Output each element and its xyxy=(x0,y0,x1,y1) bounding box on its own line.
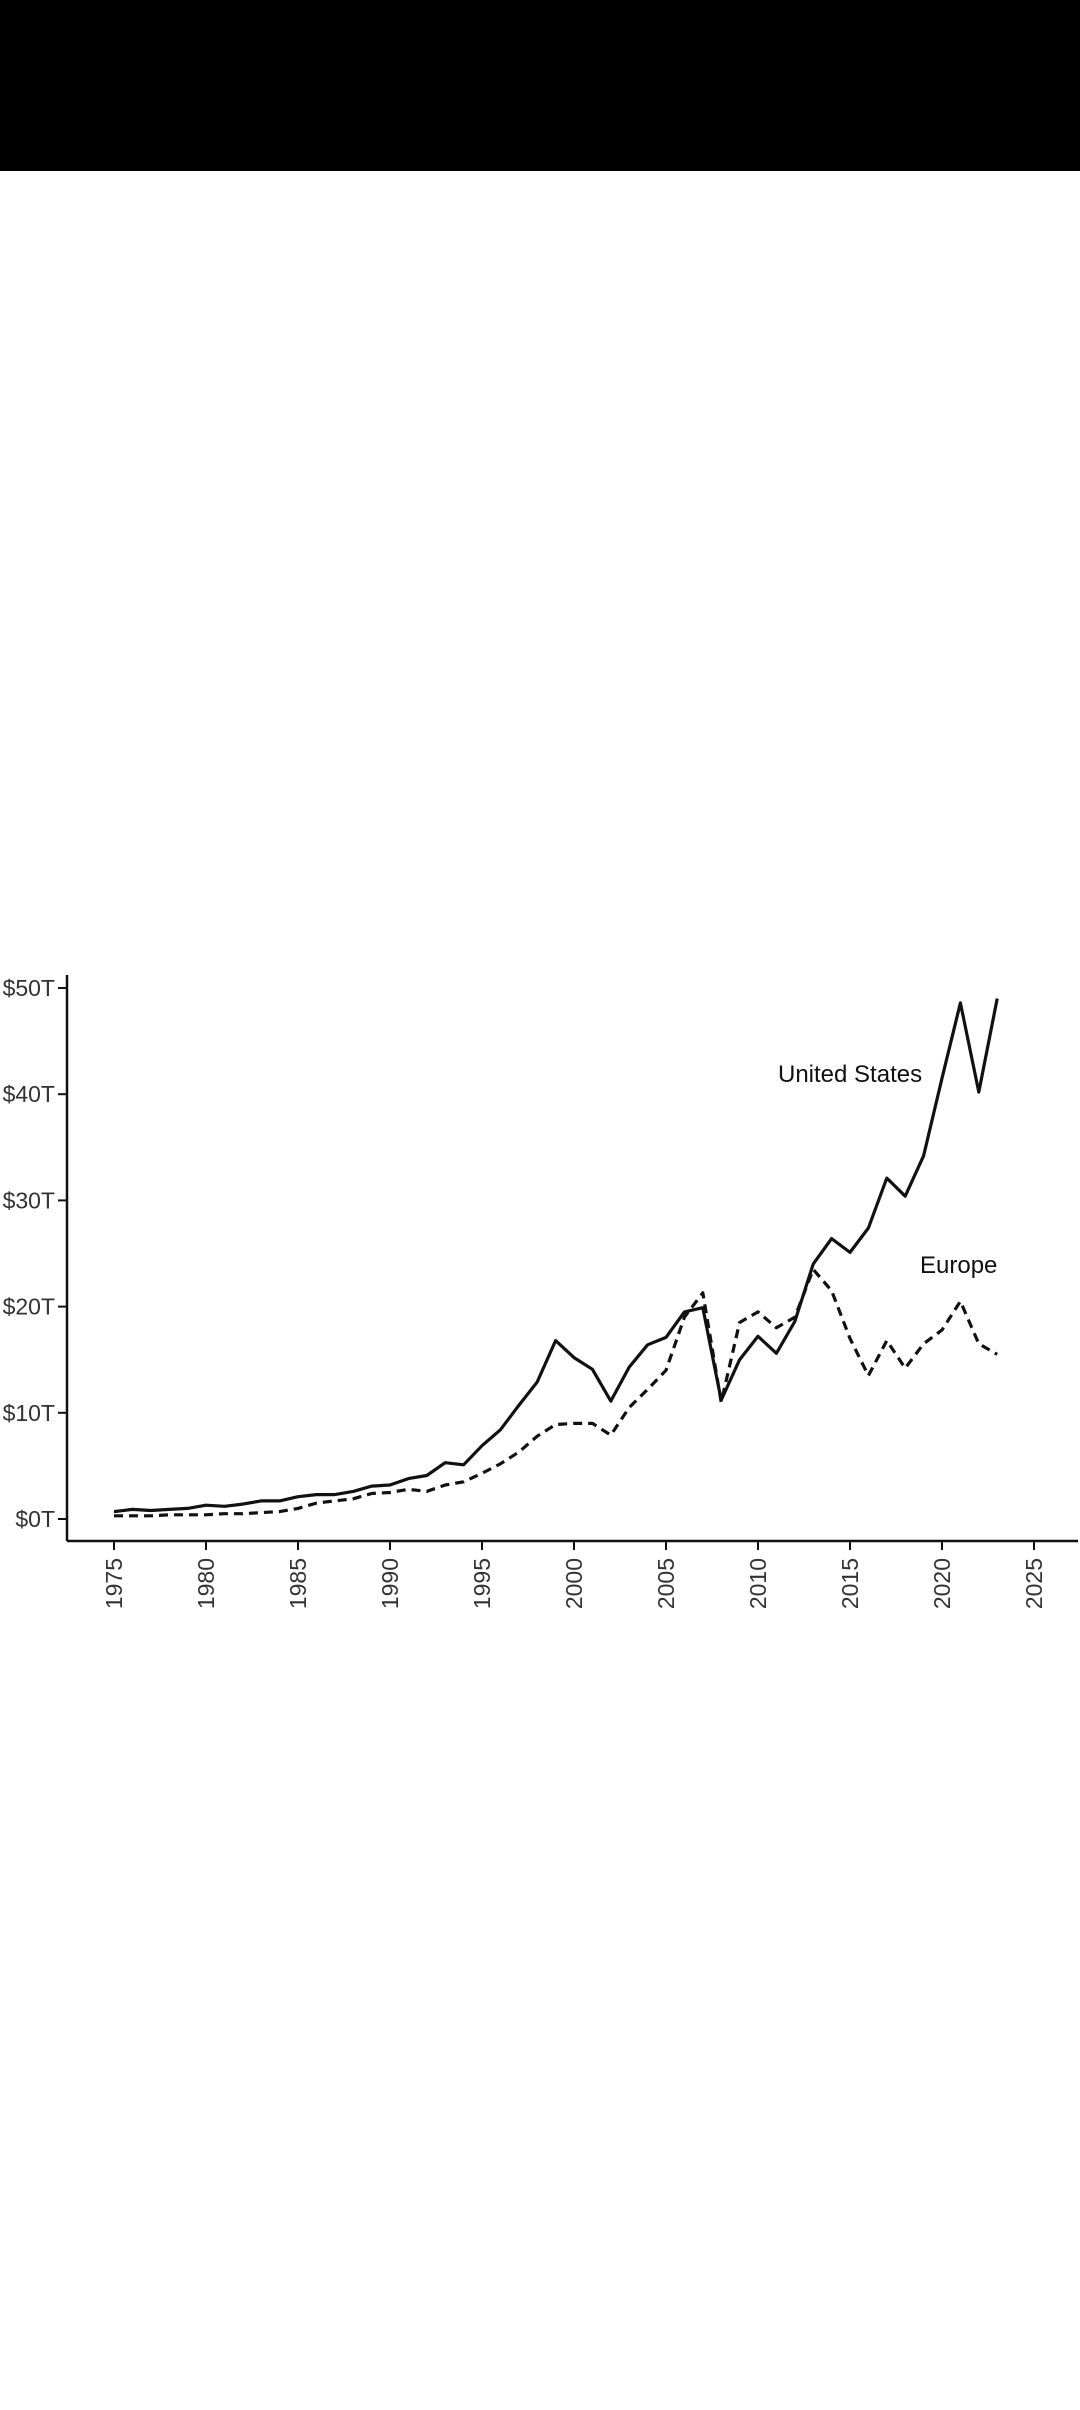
x-tick-label: 2015 xyxy=(837,1558,863,1609)
x-tick-label: 1975 xyxy=(101,1558,127,1609)
x-tick-label: 1980 xyxy=(193,1558,219,1609)
y-tick-label: $30T xyxy=(3,1187,55,1213)
x-tick-label: 2010 xyxy=(745,1558,771,1609)
series-label-united-states: United States xyxy=(778,1061,922,1088)
chart-axes xyxy=(65,975,1078,1543)
x-tick-label: 2025 xyxy=(1021,1558,1047,1609)
x-tick-label: 2000 xyxy=(561,1558,587,1609)
series-line-united-states xyxy=(113,998,999,1514)
y-tick-label: $10T xyxy=(3,1400,55,1426)
y-axis-ticks: $0T $10T $20T $30T $40T $50T xyxy=(3,975,67,1532)
x-tick-label: 1995 xyxy=(469,1558,495,1609)
x-axis-ticks: 1975 1980 1985 1990 1995 2000 2005 2010 2015 2020… xyxy=(101,1541,1047,1609)
x-tick-label: 1990 xyxy=(377,1558,403,1609)
series-line-europe xyxy=(114,1267,998,1518)
y-tick-label: $0T xyxy=(15,1506,55,1532)
x-tick-label: 2020 xyxy=(929,1558,955,1609)
chart-series-lines xyxy=(113,998,999,1518)
series-label-europe: Europe xyxy=(920,1252,997,1279)
status-bar xyxy=(0,0,1080,171)
x-tick-label: 2005 xyxy=(653,1558,679,1609)
y-tick-label: $40T xyxy=(3,1081,55,1107)
y-tick-label: $50T xyxy=(3,975,55,1001)
x-tick-label: 1985 xyxy=(285,1558,311,1609)
y-tick-label: $20T xyxy=(3,1294,55,1320)
